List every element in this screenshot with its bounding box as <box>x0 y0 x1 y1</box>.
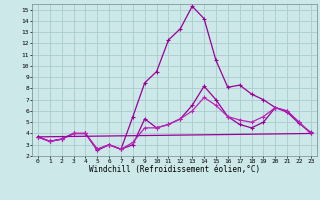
X-axis label: Windchill (Refroidissement éolien,°C): Windchill (Refroidissement éolien,°C) <box>89 165 260 174</box>
